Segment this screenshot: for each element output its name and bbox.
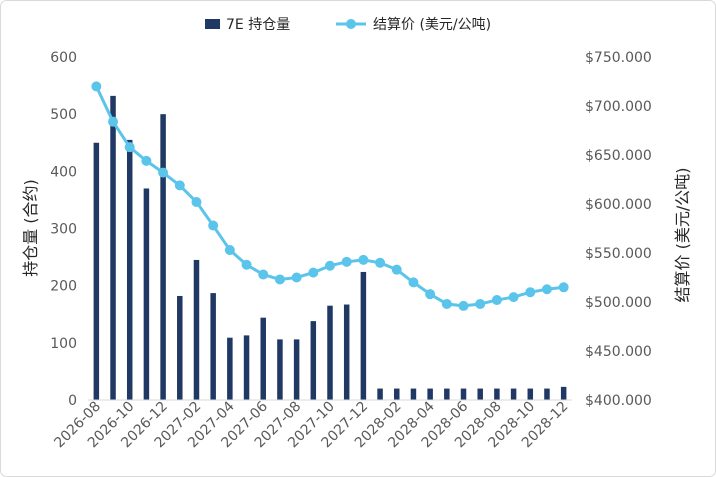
price-point-2027-09 [308,267,319,278]
bar-2028-01 [377,388,383,400]
bar-2028-11 [544,388,550,400]
left-tick-label: 400 [50,164,77,180]
right-tick-label: $750.000 [585,50,652,66]
legend-label-settlement-price: 结算价 (美元/公吨) [373,17,491,33]
right-tick-label: $500.000 [585,295,652,311]
bar-2028-04 [427,388,433,400]
right-tick-label: $400.000 [585,393,652,409]
right-tick-label: $700.000 [585,99,652,115]
bar-2028-12 [560,386,567,400]
price-point-2028-01 [375,257,386,268]
bar-2026-10 [126,139,133,400]
right-axis-tick-labels: $400.000 $450.000 $500.000 $550.000 $600.000… [585,50,652,409]
left-axis-tick-labels: 0 100 200 300 400 500 600 [50,50,77,409]
bar-2026-11 [143,188,150,400]
open-interest-bars [93,95,567,401]
bar-2027-08 [293,339,300,400]
bar-2027-10 [327,305,333,400]
price-point-2027-04 [224,245,235,256]
bar-2027-12 [360,271,367,400]
legend-marker-settlement-price [346,19,356,29]
price-point-2027-05 [241,259,252,270]
price-point-2028-05 [441,298,452,309]
price-point-2027-01 [174,180,185,191]
left-tick-label: 300 [50,222,77,238]
bar-2028-10 [527,388,534,400]
right-tick-label: $650.000 [585,148,652,164]
price-point-2028-04 [425,289,436,300]
bar-2027-11 [343,304,350,400]
price-point-2026-12 [158,167,169,178]
legend: 7E 持仓量 结算价 (美元/公吨) [205,17,491,33]
price-point-2028-06 [458,300,469,311]
bar-2027-07 [277,339,283,400]
right-tick-label: $550.000 [585,246,652,262]
price-point-2028-02 [391,264,402,275]
price-point-2027-03 [208,220,219,231]
price-point-2028-09 [508,292,519,303]
right-tick-label: $450.000 [585,344,652,360]
price-point-2028-12 [558,282,569,293]
bar-2026-08 [93,142,100,400]
price-point-2027-12 [358,254,369,265]
left-tick-label: 500 [50,107,77,123]
legend-label-open-interest: 7E 持仓量 [226,17,290,33]
bar-2027-03 [210,293,216,400]
bar-2027-02 [193,259,200,400]
price-point-2027-02 [191,197,202,208]
price-point-2027-07 [274,274,285,285]
bar-2026-12 [160,114,166,401]
price-point-2028-07 [475,298,486,309]
bar-2027-06 [260,317,266,400]
left-axis-title: 持仓量 (合约) [21,179,40,277]
left-tick-label: 600 [50,50,77,66]
price-point-2028-08 [491,295,502,306]
settlement-price-series [91,81,569,311]
price-point-2027-06 [258,269,269,280]
bar-2028-02 [394,388,400,400]
bar-2028-07 [477,388,483,400]
left-tick-label: 100 [50,336,77,352]
left-tick-label: 0 [68,393,77,409]
price-point-2028-11 [541,284,552,295]
bar-2028-05 [444,388,450,400]
bar-2027-05 [243,335,250,400]
bar-2027-04 [227,337,233,400]
left-tick-label: 200 [50,279,77,295]
price-point-2027-08 [291,272,302,283]
price-point-2026-11 [141,155,152,166]
bar-2027-09 [310,321,317,400]
price-point-2026-10 [124,142,135,153]
price-point-2027-10 [325,260,335,271]
price-point-2026-08 [91,81,102,92]
bar-2026-09 [110,95,116,401]
right-tick-label: $600.000 [585,197,652,213]
bar-2028-06 [460,388,467,400]
price-point-2026-09 [108,116,119,127]
price-point-2028-03 [408,277,419,288]
price-point-2028-10 [525,287,536,298]
bar-2027-01 [177,295,183,400]
bar-2028-09 [510,388,517,400]
bar-2028-03 [410,388,417,400]
bar-2028-08 [494,388,500,400]
legend-swatch-open-interest [205,19,220,29]
price-point-2027-11 [341,256,352,267]
right-axis-title: 结算价 (美元/公吨) [673,168,692,303]
